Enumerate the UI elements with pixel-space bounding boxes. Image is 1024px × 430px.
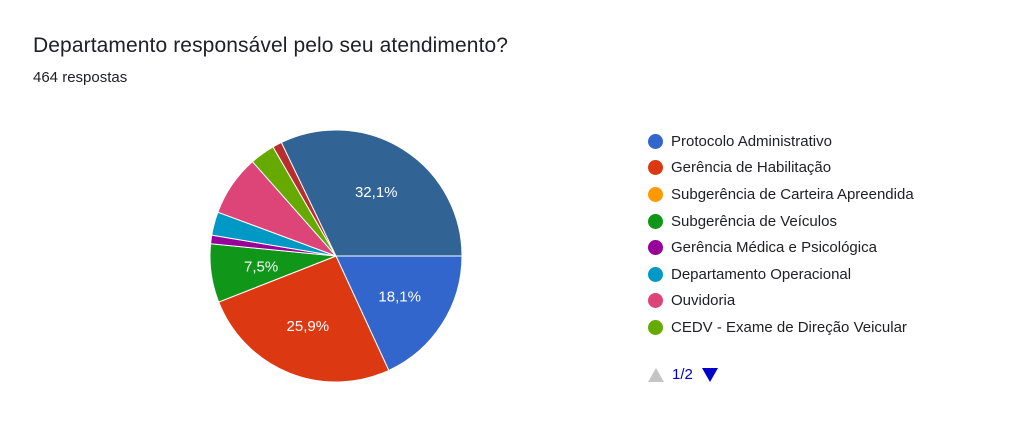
legend-label: Gerência Médica e Psicológica bbox=[671, 239, 877, 257]
chart-title: Departamento responsável pelo seu atendi… bbox=[33, 34, 509, 57]
legend-item[interactable]: Subgerência de Carteira Apreendida bbox=[648, 181, 914, 208]
legend: Protocolo Administrativo Gerência de Habi… bbox=[648, 128, 914, 341]
triangle-down-icon[interactable] bbox=[701, 367, 718, 382]
page-indicator: 1/2 bbox=[672, 366, 693, 383]
legend-item[interactable]: Subgerência de Veículos bbox=[648, 208, 914, 235]
slice-label-0: 18,1% bbox=[378, 289, 421, 306]
legend-item[interactable]: Ouvidoria bbox=[648, 288, 914, 315]
response-count: 464 respostas bbox=[33, 69, 128, 86]
legend-item[interactable]: Gerência de Habilitação bbox=[648, 155, 914, 182]
legend-item[interactable]: CEDV - Exame de Direção Veicular bbox=[648, 314, 914, 341]
legend-item[interactable]: Protocolo Administrativo bbox=[648, 128, 914, 155]
legend-swatch bbox=[648, 240, 663, 256]
legend-swatch bbox=[648, 213, 663, 229]
legend-swatch bbox=[648, 186, 663, 202]
slice-label-3: 7,5% bbox=[244, 258, 278, 275]
legend-pager: 1/2 bbox=[648, 366, 718, 383]
legend-label: Subgerência de Carteira Apreendida bbox=[671, 185, 914, 203]
legend-label: Subgerência de Veículos bbox=[671, 212, 837, 230]
legend-label: Protocolo Administrativo bbox=[671, 132, 832, 150]
pie-chart: 18,1% 25,9% 7,5% 32,1% bbox=[209, 129, 463, 383]
slice-label-1: 25,9% bbox=[287, 318, 330, 335]
legend-swatch bbox=[648, 319, 663, 335]
legend-label: Gerência de Habilitação bbox=[671, 159, 832, 177]
triangle-up-icon[interactable] bbox=[648, 367, 664, 382]
pie-slice-1[interactable] bbox=[218, 255, 390, 383]
legend-label: Ouvidoria bbox=[671, 292, 736, 310]
legend-item[interactable]: Gerência Médica e Psicológica bbox=[648, 234, 914, 261]
pie-slice-0[interactable] bbox=[335, 255, 463, 372]
legend-item[interactable]: Departamento Operacional bbox=[648, 261, 914, 288]
legend-swatch bbox=[648, 266, 663, 282]
legend-label: CEDV - Exame de Direção Veicular bbox=[671, 318, 907, 336]
legend-swatch bbox=[648, 160, 663, 176]
legend-label: Departamento Operacional bbox=[671, 265, 852, 283]
slice-label-9: 32,1% bbox=[355, 184, 398, 201]
pie-slice-9[interactable] bbox=[280, 129, 463, 257]
legend-swatch bbox=[648, 293, 663, 309]
legend-swatch bbox=[648, 133, 663, 149]
